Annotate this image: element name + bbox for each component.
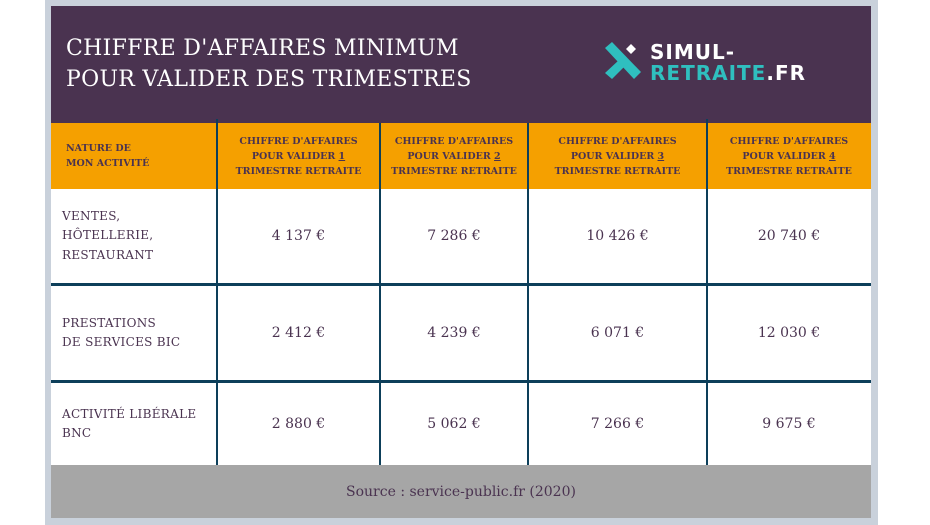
- row-label-line: BNC: [62, 426, 92, 440]
- column-header-line: POUR VALIDER 4: [726, 149, 852, 164]
- row-divider: [51, 283, 871, 286]
- source-footer: Source : service-public.fr (2020): [51, 465, 871, 518]
- column-divider: [706, 119, 708, 465]
- brand-domain-suffix: .FR: [766, 61, 807, 85]
- brand-line-2: RETRAITE.FR: [650, 63, 806, 84]
- column-header-prefix: POUR VALIDER: [251, 150, 339, 162]
- column-header-prefix: POUR VALIDER: [407, 150, 495, 162]
- value-cell: 2 412 €: [271, 325, 326, 341]
- column-header-2-quarters: CHIFFRE D'AFFAIRES POUR VALIDER 2 TRIMES…: [380, 123, 528, 189]
- infographic-card: CHIFFRE D'AFFAIRES MINIMUM POUR VALIDER …: [51, 6, 871, 518]
- row-label-line: DE SERVICES BIC: [62, 335, 181, 349]
- value-cell: 7 266 €: [590, 416, 645, 432]
- row-divider: [51, 380, 871, 383]
- value-cell: 9 675 €: [762, 416, 816, 432]
- value-cell: 6 071 €: [590, 325, 645, 341]
- row-label-line: HÔTELLERIE,: [62, 228, 154, 243]
- value-cell: 5 062 €: [427, 416, 481, 432]
- table-row: ACTIVITÉ LIBÉRALE BNC 2 880 € 5 062 € 7 …: [51, 383, 871, 465]
- quarter-count: 1: [338, 150, 346, 162]
- column-header-prefix: POUR VALIDER: [570, 150, 658, 162]
- brand-logo: SIMUL- RETRAITE.FR: [603, 42, 823, 86]
- value-cell: 4 239 €: [427, 325, 481, 341]
- column-header-line: MON ACTIVITÉ: [66, 158, 150, 169]
- column-header-3-quarters: CHIFFRE D'AFFAIRES POUR VALIDER 3 TRIMES…: [528, 123, 707, 189]
- column-divider: [216, 119, 218, 465]
- row-label-liberale: ACTIVITÉ LIBÉRALE BNC: [62, 383, 196, 465]
- value-cell: 4 137 €: [271, 228, 326, 244]
- title-banner: CHIFFRE D'AFFAIRES MINIMUM POUR VALIDER …: [51, 6, 871, 123]
- row-label-ventes: VENTES, HÔTELLERIE, RESTAURANT: [62, 189, 153, 283]
- quarter-count: 3: [657, 150, 665, 162]
- table-row: VENTES, HÔTELLERIE, RESTAURANT 4 137 € 7…: [51, 189, 871, 283]
- row-label-line: VENTES,: [62, 208, 121, 223]
- value-cell: 2 880 €: [271, 416, 326, 432]
- source-text: Source : service-public.fr (2020): [346, 483, 576, 500]
- column-header-line: TRIMESTRE RETRAITE: [235, 165, 362, 177]
- value-cell: 20 740 €: [757, 228, 821, 244]
- column-header-4-quarters: CHIFFRE D'AFFAIRES POUR VALIDER 4 TRIMES…: [707, 123, 871, 189]
- title-line-2: POUR VALIDER DES TRIMESTRES: [66, 67, 472, 92]
- x-cross-diamond-icon: [605, 42, 641, 79]
- table-row: PRESTATIONS DE SERVICES BIC 2 412 € 4 23…: [51, 286, 871, 380]
- row-label-line: ACTIVITÉ LIBÉRALE: [62, 406, 197, 421]
- value-cell: 12 030 €: [757, 325, 821, 341]
- column-header-line: NATURE DE: [66, 143, 131, 154]
- quarter-count: 4: [829, 150, 836, 162]
- column-header-line: POUR VALIDER 1: [236, 149, 362, 164]
- column-divider: [379, 123, 381, 465]
- brand-line-1: SIMUL-: [650, 40, 736, 64]
- column-header-line: TRIMESTRE RETRAITE: [554, 165, 681, 177]
- column-header-activity: NATURE DE MON ACTIVITÉ: [66, 123, 216, 189]
- value-cell: 10 426 €: [586, 228, 649, 244]
- column-header-prefix: POUR VALIDER: [742, 150, 830, 162]
- column-header-line: TRIMESTRE RETRAITE: [391, 165, 517, 177]
- page-title: CHIFFRE D'AFFAIRES MINIMUM POUR VALIDER …: [66, 33, 472, 95]
- column-header-1-quarter: CHIFFRE D'AFFAIRES POUR VALIDER 1 TRIMES…: [217, 123, 380, 189]
- column-header-line: CHIFFRE D'AFFAIRES: [558, 135, 677, 147]
- quarter-count: 2: [494, 150, 501, 162]
- column-header-line: CHIFFRE D'AFFAIRES: [729, 135, 849, 147]
- column-header-line: POUR VALIDER 2: [391, 149, 517, 164]
- column-header-line: CHIFFRE D'AFFAIRES: [239, 135, 358, 147]
- column-header-line: CHIFFRE D'AFFAIRES: [394, 135, 514, 147]
- brand-line-2-main: RETRAITE: [650, 61, 767, 85]
- column-header-line: TRIMESTRE RETRAITE: [726, 165, 852, 177]
- column-header-line: POUR VALIDER 3: [555, 149, 681, 164]
- title-line-1: CHIFFRE D'AFFAIRES MINIMUM: [66, 36, 459, 61]
- row-label-prestations: PRESTATIONS DE SERVICES BIC: [62, 286, 180, 380]
- brand-name: SIMUL- RETRAITE.FR: [650, 42, 806, 84]
- value-cell: 7 286 €: [427, 228, 481, 244]
- row-label-line: RESTAURANT: [62, 247, 154, 262]
- table-header-row: NATURE DE MON ACTIVITÉ CHIFFRE D'AFFAIRE…: [51, 123, 871, 189]
- column-divider: [527, 123, 529, 465]
- row-label-line: PRESTATIONS: [62, 315, 157, 330]
